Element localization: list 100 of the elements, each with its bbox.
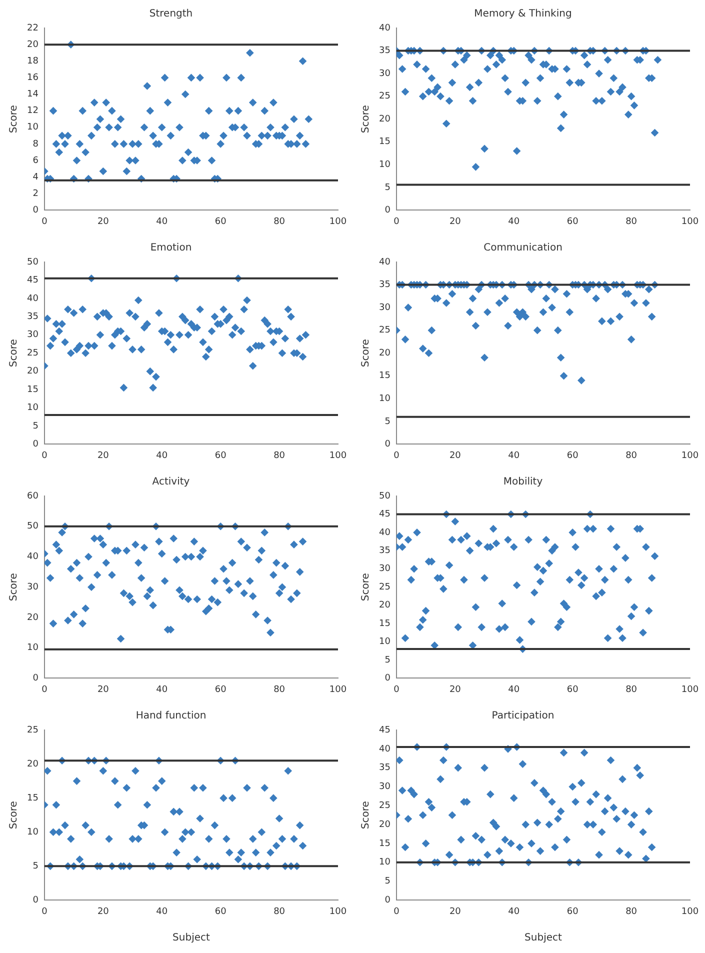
x-tick-label: 20: [97, 684, 110, 695]
y-tick-label: 25: [379, 326, 390, 336]
chart-title: Communication: [484, 242, 562, 254]
y-tick-label: 10: [379, 394, 391, 404]
y-tick-label: 20: [27, 612, 39, 623]
x-tick-label: 40: [156, 450, 168, 461]
y-axis-title: Score: [8, 801, 20, 830]
y-tick-label: 30: [379, 782, 391, 792]
y-tick-label: 25: [379, 582, 390, 592]
x-tick-label: 20: [449, 450, 462, 461]
y-tick-label: 30: [27, 582, 39, 592]
y-tick-label: 35: [379, 763, 390, 774]
y-tick-label: 30: [379, 68, 391, 79]
x-axis-title: Subject: [172, 932, 210, 944]
y-tick-label: 15: [27, 793, 38, 804]
x-tick-label: 0: [394, 684, 400, 695]
x-tick-label: 60: [214, 216, 227, 227]
x-tick-label: 20: [449, 906, 462, 917]
x-tick-label: 100: [329, 450, 347, 461]
x-tick-label: 40: [508, 906, 520, 917]
x-tick-label: 20: [97, 906, 110, 917]
y-axis-title: Score: [360, 105, 372, 134]
y-axis-title: Score: [8, 339, 20, 368]
x-tick-label: 100: [681, 906, 699, 917]
x-tick-label: 100: [329, 216, 347, 227]
x-tick-label: 0: [42, 216, 48, 227]
y-tick-label: 45: [27, 276, 38, 286]
y-tick-label: 20: [27, 40, 39, 50]
y-tick-label: 6: [32, 156, 39, 166]
chart-title: Mobility: [503, 476, 543, 488]
y-tick-label: 18: [27, 56, 39, 66]
y-tick-label: 15: [27, 384, 38, 395]
x-tick-label: 0: [42, 684, 48, 695]
chart-title: Emotion: [150, 242, 192, 254]
x-tick-label: 60: [214, 450, 227, 461]
x-tick-label: 80: [274, 450, 286, 461]
y-tick-label: 40: [27, 552, 39, 562]
x-tick-label: 60: [214, 684, 227, 695]
x-tick-label: 60: [566, 906, 579, 917]
y-tick-label: 0: [32, 440, 39, 450]
y-tick-label: 16: [27, 73, 39, 84]
y-tick-label: 14: [27, 90, 39, 100]
y-tick-label: 30: [379, 564, 391, 574]
chart-title: Memory & Thinking: [474, 8, 572, 20]
y-tick-label: 5: [384, 655, 390, 666]
y-axis-title: Score: [8, 573, 20, 602]
y-tick-label: 60: [27, 491, 39, 502]
y-tick-label: 5: [384, 876, 390, 887]
y-tick-label: 35: [379, 280, 390, 290]
y-tick-label: 0: [384, 674, 391, 684]
x-tick-label: 20: [449, 216, 462, 227]
y-tick-label: 25: [27, 725, 38, 736]
x-tick-label: 40: [156, 684, 168, 695]
x-tick-label: 80: [274, 216, 286, 227]
y-axis-title: Score: [360, 573, 372, 602]
y-tick-label: 10: [379, 637, 391, 648]
y-tick-label: 5: [32, 862, 38, 872]
y-tick-label: 0: [384, 896, 391, 906]
y-tick-label: 50: [27, 257, 39, 268]
y-axis-title: Score: [8, 105, 20, 134]
y-tick-label: 45: [379, 725, 390, 736]
x-tick-label: 20: [449, 684, 462, 695]
y-tick-label: 10: [379, 160, 391, 170]
y-tick-label: 20: [379, 114, 391, 124]
y-tick-label: 5: [32, 421, 38, 432]
y-tick-label: 12: [27, 106, 38, 116]
y-tick-label: 20: [27, 366, 39, 377]
y-tick-label: 40: [379, 257, 391, 268]
x-tick-label: 20: [97, 450, 110, 461]
y-tick-label: 20: [27, 759, 39, 770]
y-tick-label: 0: [32, 896, 39, 906]
y-tick-label: 22: [27, 23, 38, 34]
y-tick-label: 0: [384, 206, 391, 216]
x-tick-label: 20: [97, 216, 110, 227]
x-tick-label: 100: [329, 684, 347, 695]
x-tick-label: 100: [681, 684, 699, 695]
y-axis-title: Score: [360, 801, 372, 830]
y-tick-label: 10: [27, 403, 39, 414]
x-tick-label: 80: [626, 450, 638, 461]
x-axis-title: Subject: [524, 932, 562, 944]
x-tick-label: 80: [626, 216, 638, 227]
x-tick-label: 60: [566, 450, 579, 461]
x-tick-label: 40: [508, 216, 520, 227]
y-tick-label: 40: [379, 23, 391, 34]
x-tick-label: 100: [681, 450, 699, 461]
x-tick-label: 80: [626, 906, 638, 917]
x-tick-label: 40: [156, 216, 168, 227]
chart-title: Participation: [492, 710, 554, 722]
y-tick-label: 15: [379, 137, 390, 148]
y-tick-label: 25: [379, 800, 390, 811]
x-tick-label: 0: [42, 450, 48, 461]
y-axis-title: Score: [360, 339, 372, 368]
x-tick-label: 100: [681, 216, 699, 227]
y-tick-label: 15: [379, 618, 390, 629]
y-tick-label: 10: [27, 643, 39, 654]
x-tick-label: 40: [508, 684, 520, 695]
x-tick-label: 0: [394, 906, 400, 917]
y-tick-label: 30: [379, 302, 391, 313]
x-tick-label: 60: [214, 906, 227, 917]
y-tick-label: 25: [27, 348, 38, 358]
